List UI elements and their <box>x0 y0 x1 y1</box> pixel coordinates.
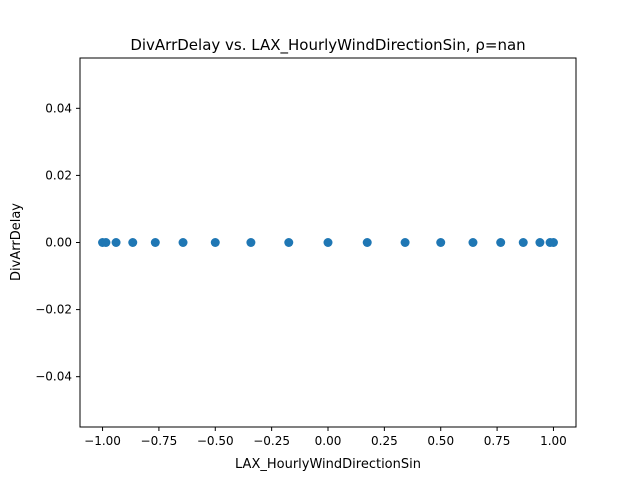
data-point <box>101 238 111 247</box>
x-tick-label: −0.50 <box>197 434 234 448</box>
x-tick-label: 0.75 <box>484 434 511 448</box>
data-point <box>468 238 478 247</box>
y-tick-label: 0.04 <box>45 101 72 115</box>
data-point <box>111 238 121 247</box>
x-tick-label: 1.00 <box>540 434 567 448</box>
points-layer <box>98 238 558 247</box>
data-point <box>518 238 528 247</box>
data-point <box>246 238 256 247</box>
y-axis: −0.04 −0.02 0.00 0.02 0.04 <box>35 101 80 384</box>
chart-title: DivArrDelay vs. LAX_HourlyWindDirectionS… <box>130 36 525 55</box>
y-axis-label: DivArrDelay <box>9 203 24 281</box>
y-tick-label: 0.00 <box>45 236 72 250</box>
data-point <box>128 238 138 247</box>
x-tick-label: 0.00 <box>315 434 342 448</box>
data-point <box>210 238 220 247</box>
x-axis-label: LAX_HourlyWindDirectionSin <box>235 457 421 472</box>
data-point <box>496 238 506 247</box>
x-tick-label: −1.00 <box>84 434 121 448</box>
x-tick-label: −0.75 <box>141 434 178 448</box>
y-tick-label: −0.02 <box>35 303 72 317</box>
x-tick-label: 0.50 <box>427 434 454 448</box>
data-point <box>548 238 558 247</box>
data-point <box>284 238 294 247</box>
x-tick-label: 0.25 <box>371 434 398 448</box>
y-tick-label: 0.02 <box>45 168 72 182</box>
x-tick-label: −0.25 <box>253 434 290 448</box>
y-tick-label: −0.04 <box>35 370 72 384</box>
data-point <box>362 238 372 247</box>
data-point <box>436 238 446 247</box>
data-point <box>178 238 188 247</box>
x-axis: −1.00 −0.75 −0.50 −0.25 0.00 0.25 0.50 0.75 1.00 <box>84 427 567 448</box>
data-point <box>535 238 545 247</box>
data-point <box>400 238 410 247</box>
data-point <box>323 238 333 247</box>
data-point <box>150 238 160 247</box>
